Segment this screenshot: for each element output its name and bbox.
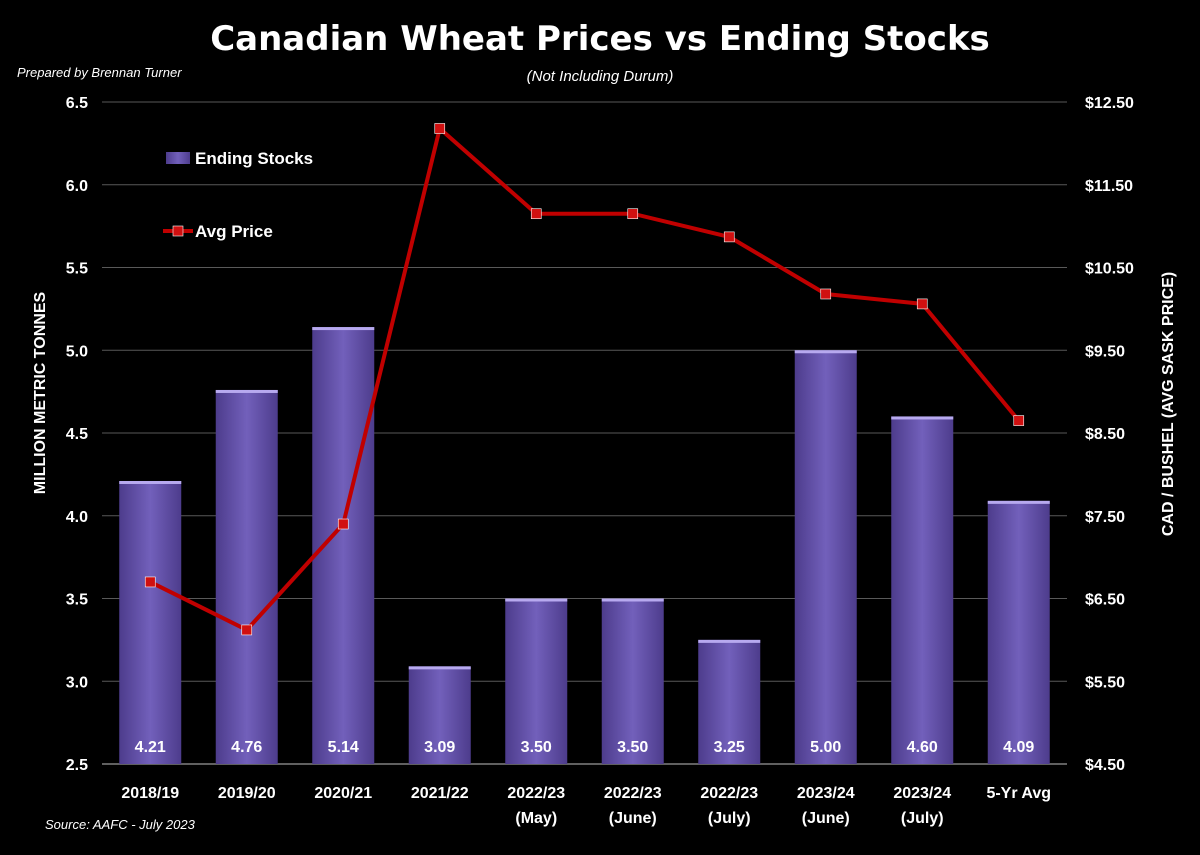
bar [119, 480, 182, 764]
category-label: 2020/21 [314, 785, 372, 802]
bar [698, 639, 761, 764]
category-label: (June) [802, 810, 850, 827]
category-label: 2022/23 [700, 785, 758, 802]
bar [505, 598, 568, 764]
bar [215, 389, 278, 764]
right-tick-label: $12.50 [1085, 95, 1134, 112]
bar-value-label: 4.76 [231, 739, 262, 756]
bar-value-label: 3.09 [424, 739, 455, 756]
bar-value-label: 4.60 [907, 739, 938, 756]
bar-value-label: 4.09 [1003, 739, 1034, 756]
price-line [149, 126, 1021, 632]
bar [987, 500, 1050, 764]
price-point [627, 208, 639, 220]
category-label: 2023/24 [797, 785, 855, 802]
category-label: 2019/20 [218, 785, 276, 802]
legend-label-ending-stocks: Ending Stocks [195, 149, 313, 168]
bar-value-label: 4.21 [135, 739, 166, 756]
left-axis-title: MILLION METRIC TONNES [32, 291, 49, 494]
source-note: Source: AAFC - July 2023 [45, 817, 196, 832]
bar-value-label: 5.00 [810, 739, 841, 756]
legend-swatch-ending-stocks [166, 152, 190, 164]
price-point [1013, 415, 1025, 426]
chart-title: Canadian Wheat Prices vs Ending Stocks [210, 19, 990, 59]
bar-top-highlight [505, 598, 568, 602]
bar-top-highlight [698, 639, 761, 643]
bar-top-highlight [601, 598, 664, 602]
bar-top-highlight [408, 666, 471, 670]
category-label: 2021/22 [411, 785, 469, 802]
left-tick-label: 4.5 [66, 426, 88, 443]
left-tick-label: 5.5 [66, 261, 88, 278]
left-tick-label: 6.5 [66, 95, 88, 112]
legend-label-avg-price: Avg Price [195, 222, 273, 241]
price-point [530, 208, 542, 220]
legend: Ending Stocks Avg Price [163, 149, 313, 241]
category-label: 2022/23 [604, 785, 662, 802]
bar [891, 416, 954, 764]
right-tick-label: $9.50 [1085, 343, 1125, 360]
line-series [144, 123, 1025, 636]
right-tick-label: $6.50 [1085, 592, 1125, 609]
category-label: 5-Yr Avg [986, 785, 1051, 802]
bar-top-highlight [312, 327, 375, 331]
bar-value-label: 3.50 [521, 739, 552, 756]
legend-marker-avg-price [172, 225, 184, 237]
price-point [241, 624, 253, 636]
bar-top-highlight [215, 389, 278, 393]
price-point [723, 231, 735, 243]
right-tick-label: $8.50 [1085, 426, 1125, 443]
bar [794, 350, 857, 764]
category-label: 2022/23 [507, 785, 565, 802]
category-label: 2023/24 [893, 785, 951, 802]
bar [408, 666, 471, 764]
category-label: 2018/19 [121, 785, 179, 802]
bar-top-highlight [794, 350, 857, 354]
bar-series [119, 327, 1050, 764]
category-label: (July) [708, 810, 751, 827]
left-axis: 2.5 3.0 3.5 4.0 4.5 5.0 5.5 6.0 6.5 [66, 95, 88, 774]
category-label: (June) [609, 810, 657, 827]
bar [601, 598, 664, 764]
right-tick-label: $5.50 [1085, 674, 1125, 691]
price-point [337, 518, 349, 530]
left-tick-label: 3.5 [66, 592, 88, 609]
bar-top-highlight [119, 480, 182, 484]
bar-value-labels: 4.21 4.76 5.14 3.09 3.50 3.50 3.25 5.00 4.60 4.09 [135, 739, 1035, 756]
chart-subtitle: (Not Including Durum) [527, 68, 674, 85]
left-tick-label: 6.0 [66, 178, 88, 195]
left-tick-label: 3.0 [66, 674, 88, 691]
category-labels: 2018/19 2019/20 2020/21 2021/22 2022/23 (May)… [121, 785, 1051, 827]
right-tick-label: $10.50 [1085, 261, 1134, 278]
price-point [434, 123, 446, 134]
bar-value-label: 3.25 [714, 739, 745, 756]
bar-value-label: 3.50 [617, 739, 648, 756]
price-point [916, 298, 928, 310]
left-tick-label: 4.0 [66, 509, 88, 526]
left-tick-label: 5.0 [66, 343, 88, 360]
category-label: (May) [515, 810, 557, 827]
left-tick-label: 2.5 [66, 757, 88, 774]
price-point [144, 576, 156, 588]
category-label: (July) [901, 810, 944, 827]
right-axis-title: CAD / BUSHEL (AVG SASK PRICE) [1160, 272, 1177, 536]
right-tick-label: $11.50 [1085, 178, 1133, 195]
credit-note: Prepared by Brennan Turner [17, 65, 182, 80]
bar-top-highlight [891, 416, 954, 420]
right-axis: $4.50 $5.50 $6.50 $7.50 $8.50 $9.50 $10.50 $11.… [1085, 95, 1134, 774]
price-point [820, 288, 832, 300]
right-tick-label: $7.50 [1085, 509, 1125, 526]
bar-top-highlight [987, 500, 1050, 504]
bar-value-label: 5.14 [328, 739, 359, 756]
right-tick-label: $4.50 [1085, 757, 1125, 774]
